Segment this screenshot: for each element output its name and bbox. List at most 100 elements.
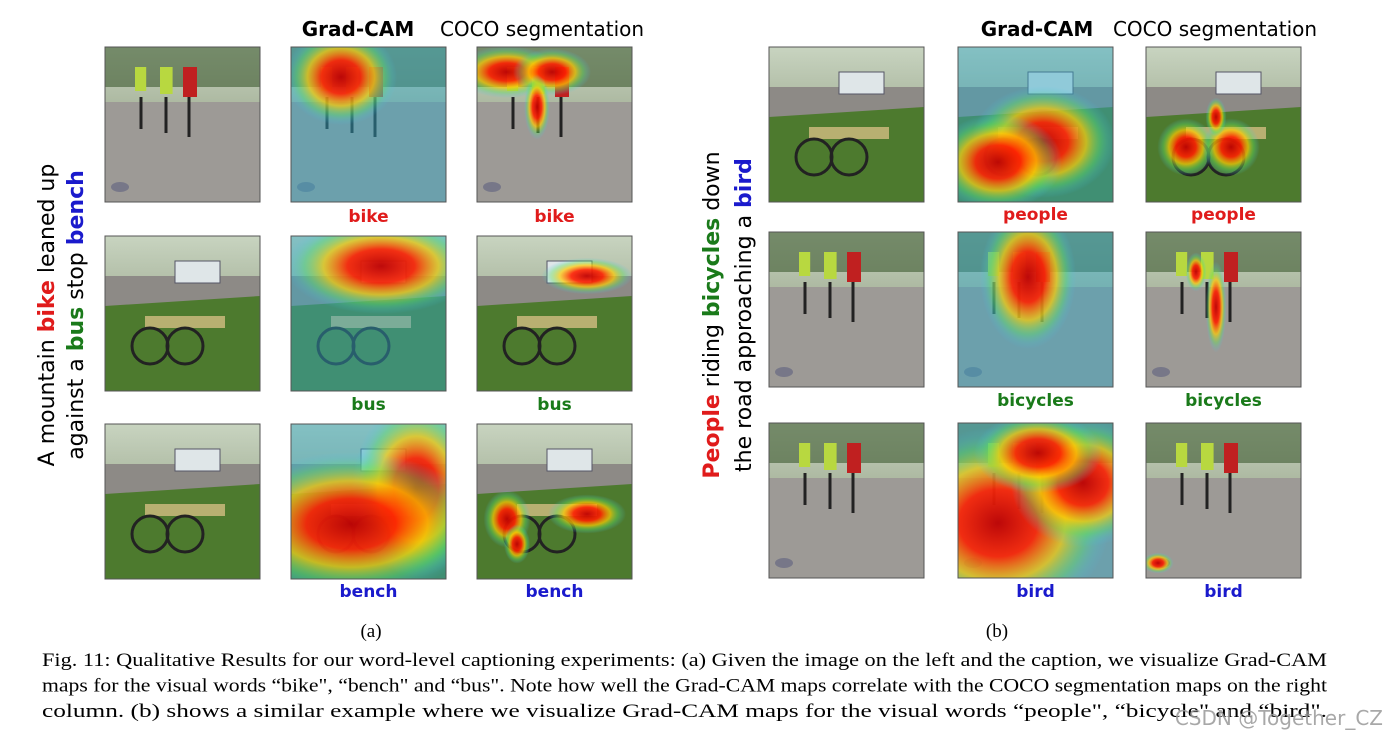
watermark: CSDN @Together_CZ — [1175, 706, 1383, 730]
word-label: bicycles — [997, 391, 1074, 411]
trees — [1146, 423, 1301, 463]
bus — [546, 448, 593, 472]
panel-label: (b) — [986, 621, 1008, 642]
figure-caption: maps for the visual words “bike", “bench… — [42, 676, 1328, 697]
pigeon — [964, 367, 982, 377]
heat-blob — [291, 47, 397, 125]
caption-word: People — [700, 394, 725, 478]
image-border — [104, 423, 261, 580]
vertical-caption: A mountain bike leaned up — [35, 164, 60, 467]
trees — [769, 232, 924, 272]
image-border — [290, 423, 447, 580]
rider — [824, 443, 837, 470]
word-label: bike — [348, 207, 388, 227]
bench — [145, 504, 225, 516]
seg-blob — [1146, 552, 1174, 574]
rider — [1176, 252, 1188, 276]
caption-word: leaned up — [35, 164, 60, 280]
pigeon — [775, 558, 793, 568]
rider — [160, 67, 173, 94]
vertical-caption: against a bus stop bench — [64, 170, 89, 460]
caption-word: against a — [64, 351, 89, 460]
image-border — [768, 231, 925, 388]
seg-blob — [1205, 261, 1227, 353]
word-label: bus — [537, 395, 571, 415]
word-label: people — [1003, 205, 1068, 225]
word-label: people — [1191, 205, 1256, 225]
road — [105, 102, 260, 202]
wheel — [165, 326, 205, 366]
pigeon — [483, 182, 501, 192]
image-border — [957, 46, 1114, 203]
caption-word: down — [700, 151, 725, 217]
caption-word: bus — [64, 307, 89, 352]
trees — [105, 47, 260, 87]
image — [769, 423, 924, 578]
seg-blob — [513, 48, 591, 96]
rider — [183, 67, 197, 97]
caption-word: A mountain — [35, 332, 60, 466]
image-border — [104, 46, 261, 203]
trees — [769, 423, 924, 463]
rider — [799, 252, 811, 276]
wheel — [351, 326, 391, 366]
pigeon — [111, 182, 129, 192]
column-header: Grad-CAM — [981, 17, 1093, 41]
column-header: Grad-CAM — [302, 17, 414, 41]
image — [769, 232, 924, 387]
image-border — [1145, 422, 1302, 579]
rider — [1224, 252, 1238, 282]
image — [105, 47, 260, 202]
image — [1146, 423, 1301, 578]
image — [291, 47, 446, 202]
grass — [105, 296, 260, 391]
rider — [824, 252, 837, 279]
word-label: bike — [534, 207, 574, 227]
image — [958, 232, 1113, 387]
image-border — [1145, 46, 1302, 203]
rider — [847, 443, 861, 473]
image-border — [476, 235, 633, 392]
seg-blob — [524, 74, 550, 140]
heat-blob — [291, 236, 446, 314]
road — [769, 287, 924, 387]
rider — [1224, 443, 1238, 473]
rider — [847, 252, 861, 282]
heat-blob — [980, 232, 1076, 349]
pigeon — [775, 367, 793, 377]
bench — [517, 316, 597, 328]
caption-word: bird — [732, 158, 757, 208]
image — [958, 47, 1113, 202]
image-border — [476, 423, 633, 580]
wheel — [165, 514, 205, 554]
caption-word: bike — [35, 280, 60, 332]
image-border — [1145, 231, 1302, 388]
rider — [1176, 443, 1188, 467]
seg-blob — [1205, 97, 1227, 137]
image — [1146, 47, 1301, 202]
heat-blob — [291, 452, 446, 579]
heat-blob — [974, 423, 1102, 493]
word-label: bench — [340, 582, 398, 602]
image — [477, 424, 632, 579]
seg-blob — [504, 524, 530, 564]
bus — [838, 71, 885, 95]
wheel — [537, 326, 577, 366]
panel-label: (a) — [360, 621, 381, 642]
bench — [809, 127, 889, 139]
word-label: bus — [351, 395, 385, 415]
pigeon — [1152, 367, 1170, 377]
figure-caption: column. (b) shows a similar example wher… — [42, 701, 1327, 722]
heat-blob — [958, 114, 1062, 202]
seg-blob — [1157, 118, 1215, 176]
vertical-caption: the road approaching a bird — [732, 158, 757, 472]
image — [291, 236, 446, 391]
caption-word: bench — [64, 170, 89, 245]
column-header: COCO segmentation — [1113, 17, 1317, 41]
image-border — [290, 235, 447, 392]
rider — [799, 443, 811, 467]
image-border — [476, 46, 633, 203]
image-border — [957, 422, 1114, 579]
bench — [331, 316, 411, 328]
seg-blob — [1185, 252, 1207, 292]
